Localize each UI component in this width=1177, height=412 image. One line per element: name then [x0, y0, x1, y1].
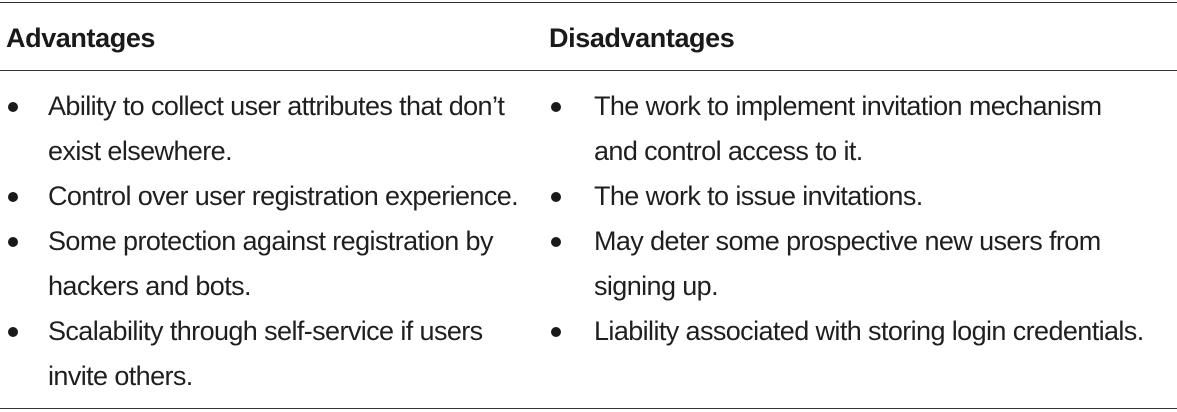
bullet-icon: [8, 102, 18, 112]
disadvantages-header: Disadvantages: [549, 23, 735, 53]
bullet-icon: [8, 327, 18, 337]
advantage-item: Some protection against registration by …: [0, 219, 545, 309]
disadvantage-text-line: and control access to it.: [594, 136, 863, 166]
bullet-icon: [551, 327, 561, 337]
bullet-icon: [551, 237, 561, 247]
bullet-icon: [551, 192, 561, 202]
disadvantage-item: May deter some prospective new users fro…: [545, 219, 1175, 309]
disadvantage-text-line: The work to implement invitation mechani…: [594, 91, 1102, 121]
disadvantages-list: The work to implement invitation mechani…: [545, 84, 1175, 354]
disadvantage-text-line: The work to issue invitations.: [594, 181, 923, 211]
advantage-item: Ability to collect user attributes that …: [0, 84, 545, 174]
disadvantage-item: The work to implement invitation mechani…: [545, 84, 1175, 174]
advantages-list: Ability to collect user attributes that …: [0, 84, 545, 399]
advantage-text-line: Control over user registration experienc…: [48, 181, 519, 211]
bullet-icon: [8, 192, 18, 202]
advantage-text-line: hackers and bots.: [48, 271, 252, 301]
advantage-text-line: Some protection against registration by: [48, 226, 493, 256]
disadvantage-text-line: May deter some prospective new users fro…: [594, 226, 1101, 256]
bullet-icon: [551, 102, 561, 112]
table-bottom-rule: [0, 408, 1177, 409]
advantage-text-line: exist elsewhere.: [48, 136, 233, 166]
advantage-text-line: invite others.: [48, 361, 193, 391]
advantage-item: Scalability through self-service if user…: [0, 309, 545, 399]
disadvantage-text-line: signing up.: [594, 271, 719, 301]
disadvantage-item: Liability associated with storing login …: [545, 309, 1175, 354]
disadvantage-text-line: Liability associated with storing login …: [594, 316, 1144, 346]
header-divider-rule: [0, 70, 1177, 71]
advantage-text-line: Ability to collect user attributes that …: [48, 91, 505, 121]
advantages-header: Advantages: [6, 23, 156, 53]
disadvantage-item: The work to issue invitations.: [545, 174, 1175, 219]
advantage-text-line: Scalability through self-service if user…: [48, 316, 483, 346]
table-top-rule: [0, 2, 1177, 3]
advantage-item: Control over user registration experienc…: [0, 174, 545, 219]
bullet-icon: [8, 237, 18, 247]
